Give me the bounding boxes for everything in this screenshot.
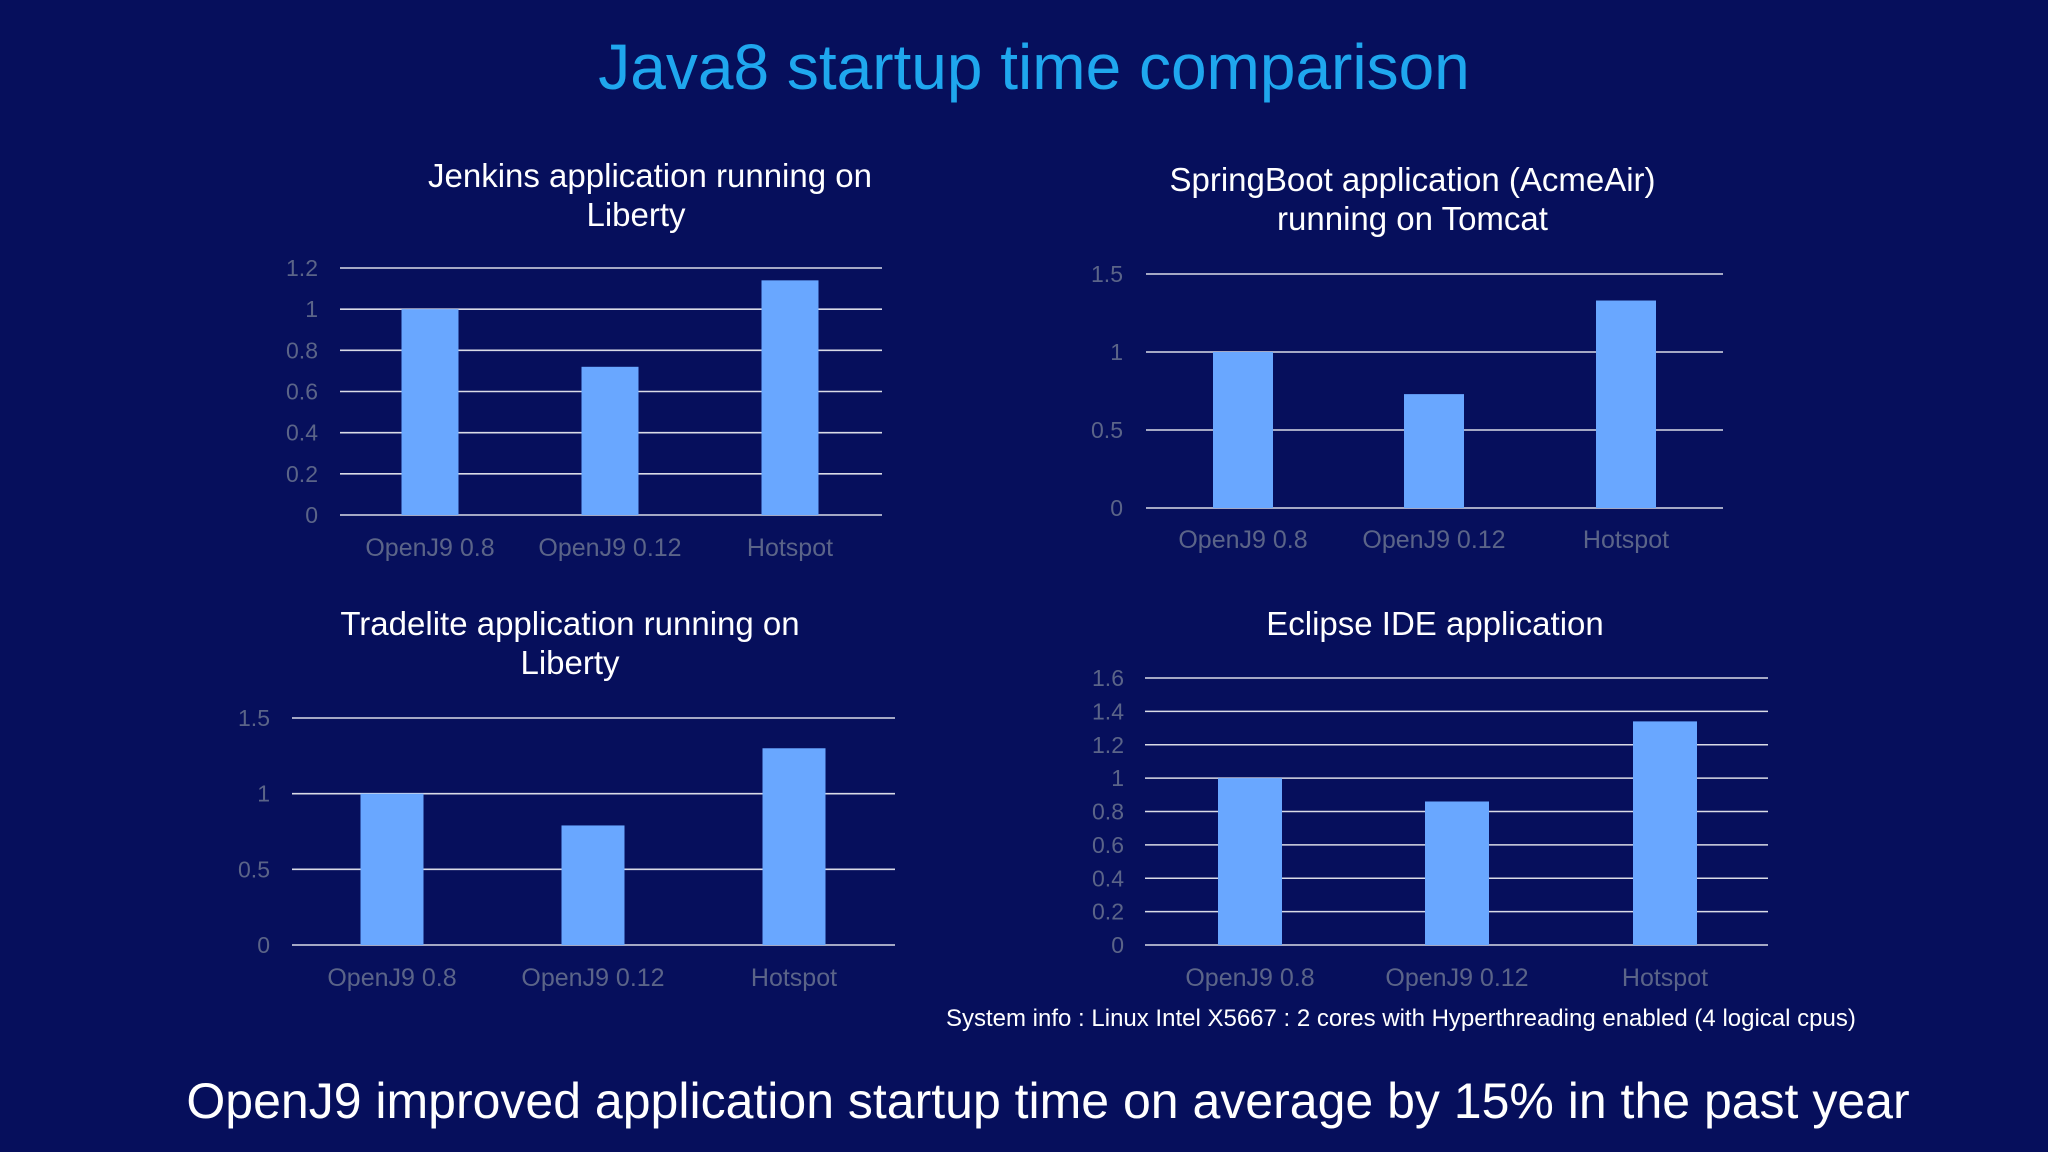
y-tick-label: 1.4 bbox=[1092, 698, 1124, 724]
bar bbox=[1404, 394, 1464, 508]
chart-title-line: Eclipse IDE application bbox=[1266, 605, 1604, 642]
y-tick-label: 1 bbox=[305, 296, 318, 322]
chart-title-eclipse: Eclipse IDE application bbox=[1220, 604, 1650, 643]
bar bbox=[762, 748, 826, 945]
y-tick-label: 0.2 bbox=[1092, 899, 1124, 925]
slide-title: Java8 startup time comparison bbox=[598, 31, 1470, 103]
y-tick-label: 0 bbox=[1110, 495, 1123, 521]
x-category-label: OpenJ9 0.12 bbox=[521, 964, 664, 992]
y-tick-label: 0 bbox=[257, 932, 270, 958]
y-tick-label: 0.8 bbox=[1092, 799, 1124, 825]
chart-title-jenkins: Jenkins application running on Liberty bbox=[428, 156, 872, 234]
x-category-label: OpenJ9 0.8 bbox=[365, 534, 494, 562]
y-tick-label: 0.6 bbox=[286, 379, 318, 405]
bar bbox=[581, 366, 639, 515]
chart-title-line: running on Tomcat bbox=[1277, 200, 1548, 237]
chart-title-line: Jenkins application running on bbox=[428, 157, 872, 194]
bar bbox=[1633, 721, 1697, 945]
y-tick-label: 0 bbox=[305, 502, 318, 528]
y-tick-label: 0.6 bbox=[1092, 832, 1124, 858]
y-tick-label: 0.5 bbox=[1091, 417, 1123, 443]
y-tick-label: 0.5 bbox=[238, 856, 270, 882]
y-tick-label: 0.4 bbox=[286, 420, 318, 446]
bar bbox=[401, 309, 459, 515]
x-category-label: OpenJ9 0.8 bbox=[1178, 526, 1307, 554]
bar bbox=[1425, 801, 1489, 945]
bar bbox=[561, 825, 625, 945]
summary-statement: OpenJ9 improved application startup time… bbox=[186, 1073, 1910, 1129]
bar bbox=[761, 280, 819, 515]
x-category-label: OpenJ9 0.8 bbox=[1185, 964, 1314, 992]
y-tick-label: 1.5 bbox=[238, 705, 270, 731]
bar bbox=[1596, 300, 1656, 508]
chart-title-tradelite: Tradelite application running on Liberty bbox=[320, 604, 820, 682]
bar bbox=[1218, 778, 1282, 945]
chart-title-line: SpringBoot application (AcmeAir) bbox=[1169, 161, 1656, 198]
y-tick-label: 1.2 bbox=[1092, 732, 1124, 758]
x-category-label: OpenJ9 0.12 bbox=[1362, 526, 1505, 554]
y-tick-label: 1.5 bbox=[1091, 261, 1123, 287]
y-tick-label: 1 bbox=[1110, 339, 1123, 365]
x-category-label: Hotspot bbox=[1622, 964, 1708, 992]
y-tick-label: 1.6 bbox=[1092, 665, 1124, 691]
system-info: System info : Linux Intel X5667 : 2 core… bbox=[946, 1005, 1856, 1032]
x-category-label: OpenJ9 0.12 bbox=[538, 534, 681, 562]
x-category-label: OpenJ9 0.8 bbox=[327, 964, 456, 992]
y-tick-label: 1 bbox=[257, 781, 270, 807]
chart-title-line: Tradelite application running on bbox=[340, 605, 800, 642]
y-tick-label: 0.8 bbox=[286, 337, 318, 363]
bar bbox=[360, 793, 424, 945]
x-category-label: Hotspot bbox=[751, 964, 837, 992]
y-tick-label: 0.2 bbox=[286, 461, 318, 487]
y-tick-label: 0 bbox=[1111, 932, 1124, 958]
x-category-label: OpenJ9 0.12 bbox=[1385, 964, 1528, 992]
bar bbox=[1213, 352, 1273, 508]
chart-title-springboot: SpringBoot application (AcmeAir) running… bbox=[1130, 160, 1695, 238]
y-tick-label: 1 bbox=[1111, 765, 1124, 791]
chart-title-line: Liberty bbox=[520, 644, 620, 681]
x-category-label: Hotspot bbox=[1583, 526, 1669, 554]
chart-title-line: Liberty bbox=[586, 196, 686, 233]
y-tick-label: 0.4 bbox=[1092, 865, 1124, 891]
y-tick-label: 1.2 bbox=[286, 255, 318, 281]
x-category-label: Hotspot bbox=[747, 534, 833, 562]
